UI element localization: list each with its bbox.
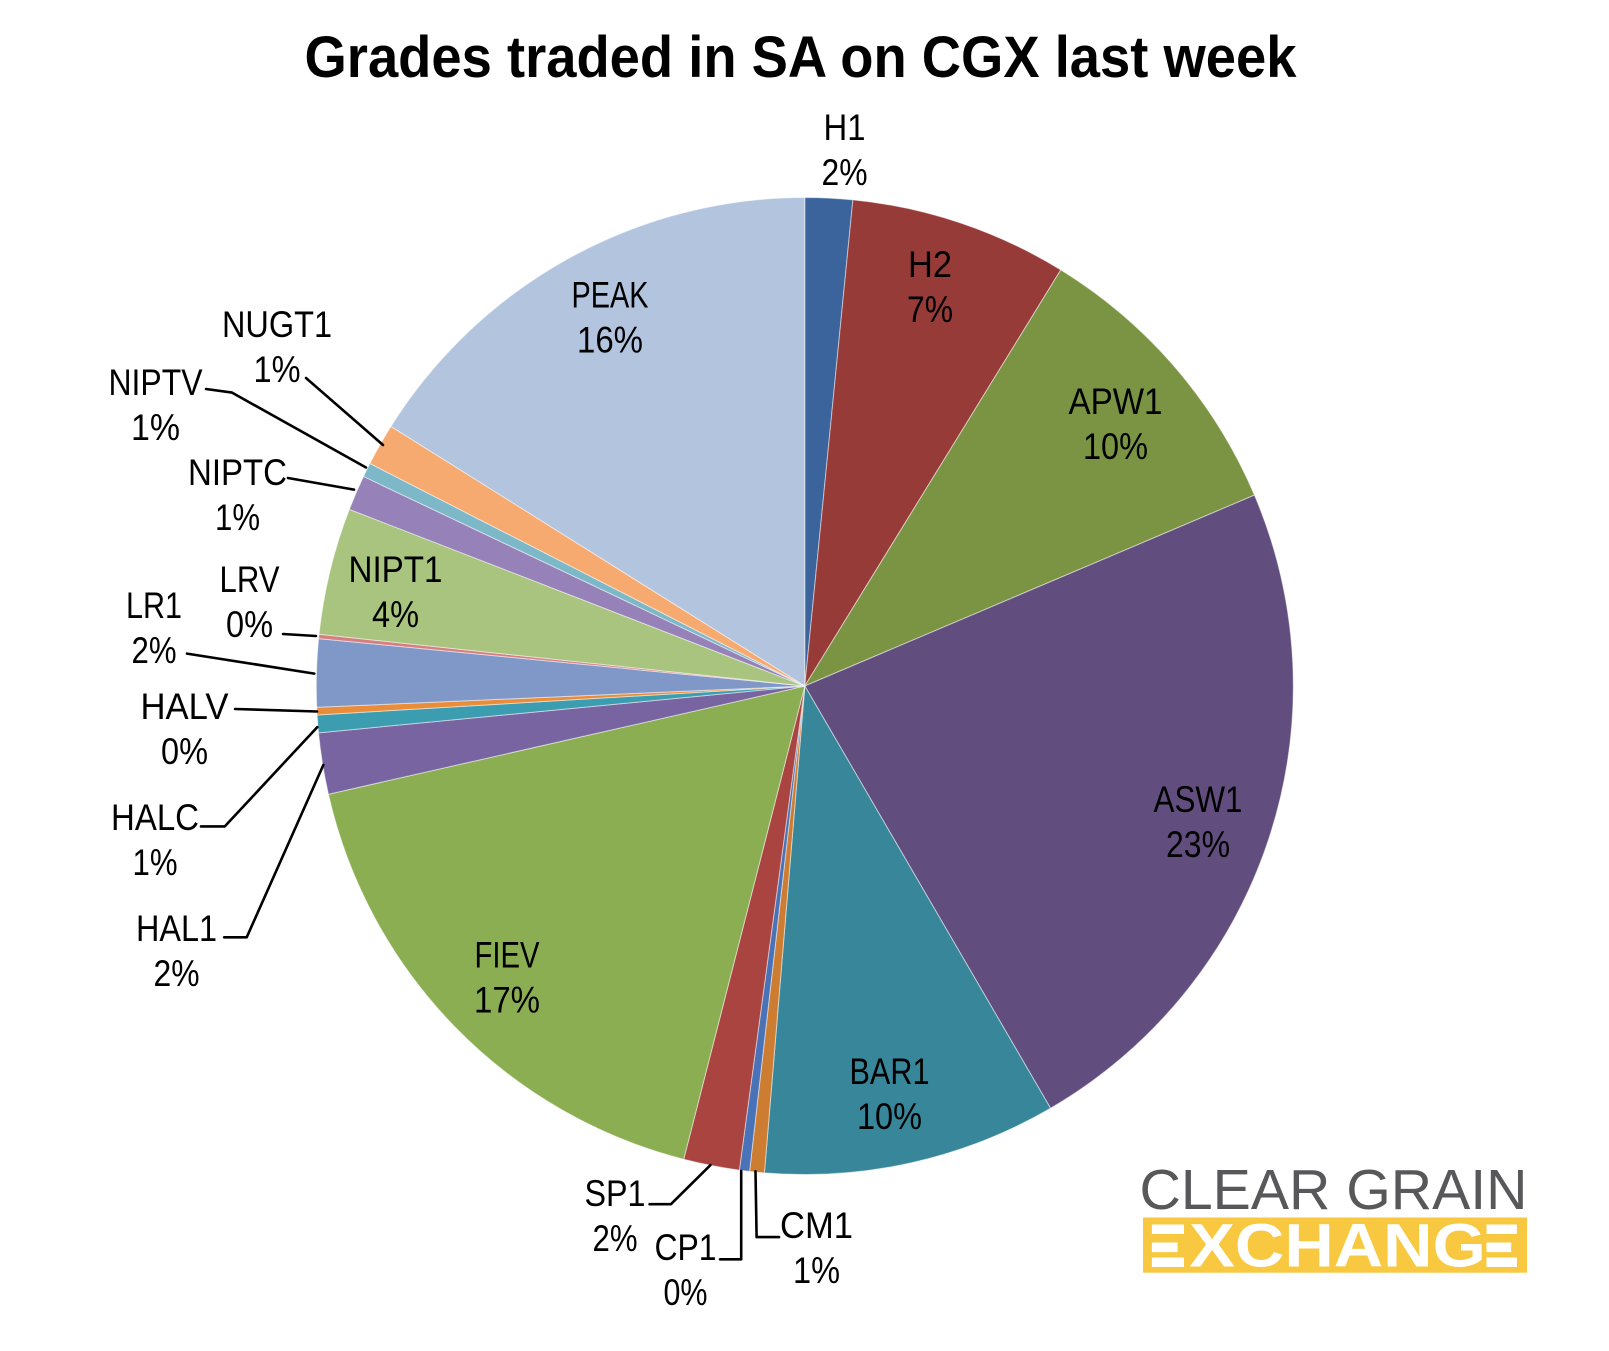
svg-text:H2: H2 — [908, 243, 952, 285]
svg-text:CM1: CM1 — [780, 1204, 853, 1246]
svg-text:ASW1: ASW1 — [1154, 778, 1243, 820]
svg-text:HAL1: HAL1 — [136, 907, 217, 949]
svg-text:H1: H1 — [824, 106, 866, 148]
svg-text:1%: 1% — [793, 1249, 840, 1291]
svg-text:2%: 2% — [593, 1217, 638, 1259]
svg-text:PEAK: PEAK — [572, 274, 649, 316]
svg-text:1%: 1% — [133, 841, 178, 883]
svg-text:NIPT1: NIPT1 — [349, 548, 443, 590]
svg-text:LR1: LR1 — [126, 584, 182, 626]
svg-text:2%: 2% — [154, 952, 200, 994]
svg-text:APW1: APW1 — [1069, 380, 1163, 422]
svg-text:0%: 0% — [226, 603, 273, 645]
svg-text:LRV: LRV — [220, 558, 280, 600]
svg-text:10%: 10% — [1083, 425, 1148, 467]
svg-text:CLEAR GRAIN: CLEAR GRAIN — [1140, 1158, 1528, 1221]
svg-text:17%: 17% — [474, 979, 540, 1021]
svg-text:NUGT1: NUGT1 — [222, 303, 332, 345]
svg-text:CP1: CP1 — [655, 1226, 717, 1268]
svg-text:XCHANG: XCHANG — [1189, 1211, 1486, 1279]
svg-text:1%: 1% — [215, 496, 260, 538]
svg-text:7%: 7% — [907, 288, 953, 330]
svg-text:0%: 0% — [161, 730, 208, 772]
svg-text:16%: 16% — [577, 319, 643, 361]
svg-text:23%: 23% — [1166, 823, 1230, 865]
svg-text:HALC: HALC — [111, 796, 199, 838]
svg-text:SP1: SP1 — [585, 1172, 646, 1214]
svg-text:HALV: HALV — [141, 685, 229, 727]
svg-text:BAR1: BAR1 — [850, 1050, 930, 1092]
svg-text:4%: 4% — [372, 593, 419, 635]
svg-text:0%: 0% — [664, 1271, 708, 1313]
svg-text:10%: 10% — [857, 1095, 922, 1137]
svg-text:1%: 1% — [131, 406, 180, 448]
svg-text:2%: 2% — [822, 151, 868, 193]
svg-text:NIPTC: NIPTC — [188, 451, 287, 493]
svg-text:NIPTV: NIPTV — [109, 361, 203, 403]
svg-text:FIEV: FIEV — [475, 934, 540, 976]
svg-text:2%: 2% — [132, 629, 177, 671]
svg-text:Grades traded in SA on CGX las: Grades traded in SA on CGX last week — [305, 25, 1297, 90]
svg-text:1%: 1% — [254, 348, 301, 390]
